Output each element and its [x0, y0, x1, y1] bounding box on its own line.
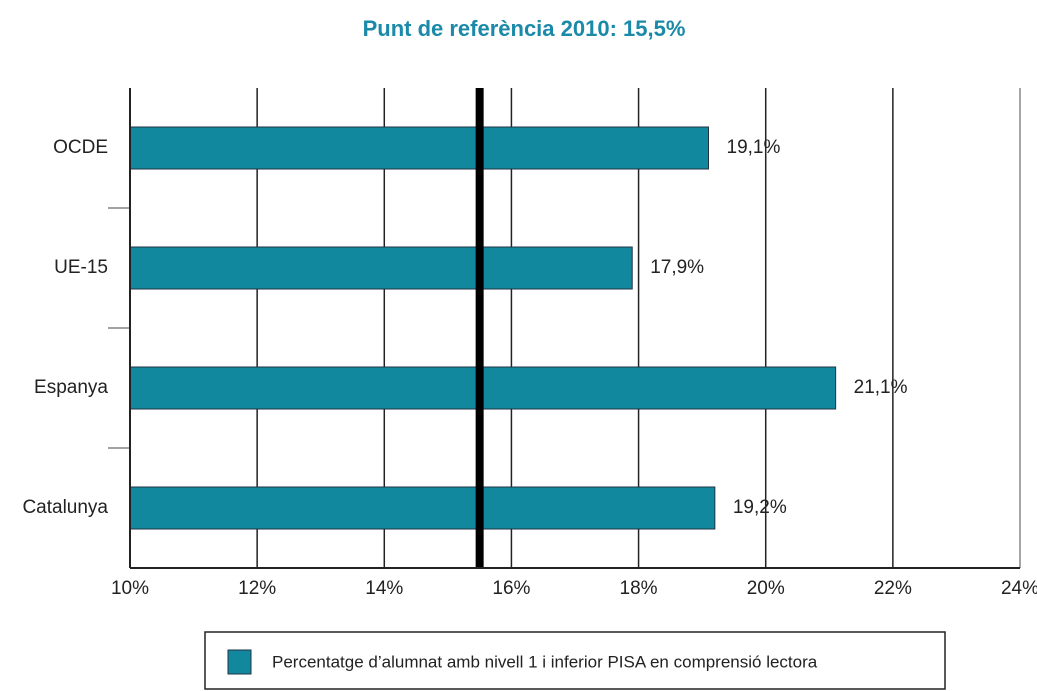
legend-swatch	[227, 649, 252, 675]
x-tick-label: 14%	[365, 578, 403, 599]
y-tick-label: Catalunya	[22, 497, 108, 518]
legend-label: Percentatge d’alumnat amb nivell 1 i inf…	[272, 652, 818, 671]
x-tick-label: 22%	[874, 578, 912, 599]
bar	[129, 486, 716, 530]
data-label: 19,2%	[733, 497, 787, 518]
x-tick-label: 20%	[747, 578, 785, 599]
legend-box	[204, 631, 946, 690]
y-tick-label: UE-15	[54, 257, 108, 278]
y-tick-label: Espanya	[34, 377, 108, 398]
x-tick-label: 24%	[1001, 578, 1037, 599]
chart-title: Punt de referència 2010: 15,5%	[363, 16, 686, 41]
data-label: 17,9%	[650, 257, 704, 278]
x-tick-label: 10%	[111, 578, 149, 599]
bar	[129, 246, 633, 290]
x-tick-label: 16%	[492, 578, 530, 599]
bar	[129, 126, 709, 170]
x-tick-label: 12%	[238, 578, 276, 599]
x-tick-label: 18%	[620, 578, 658, 599]
data-label: 21,1%	[854, 377, 908, 398]
data-label: 19,1%	[727, 137, 781, 158]
y-tick-label: OCDE	[53, 137, 108, 158]
